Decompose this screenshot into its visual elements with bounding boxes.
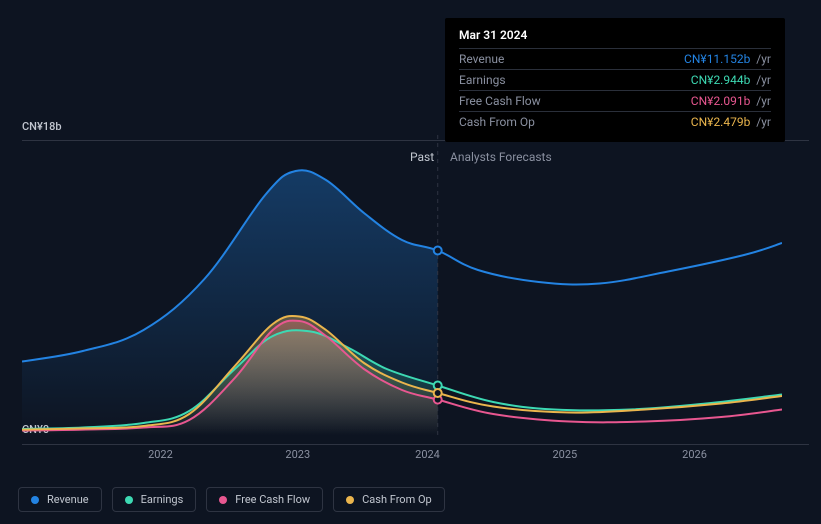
y-axis-max-label: CN¥18b bbox=[22, 120, 62, 133]
x-axis-tick-label: 2022 bbox=[148, 448, 173, 461]
x-axis-tick-label: 2024 bbox=[415, 448, 440, 461]
legend-dot-icon bbox=[346, 496, 354, 504]
legend-dot-icon bbox=[125, 496, 133, 504]
x-axis-tick-label: 2026 bbox=[682, 448, 707, 461]
tooltip-row-label: Cash From Op bbox=[459, 115, 535, 129]
legend-item-label: Revenue bbox=[47, 493, 89, 506]
line-chart-svg bbox=[22, 135, 782, 435]
series-marker bbox=[434, 247, 442, 255]
grid-line-bottom bbox=[22, 444, 809, 445]
tooltip-row: Cash From Op CN¥2.479b /yr bbox=[459, 111, 771, 132]
tooltip-row-value: CN¥2.944b /yr bbox=[691, 73, 771, 87]
tooltip-row: Revenue CN¥11.152b /yr bbox=[459, 48, 771, 69]
x-axis-tick-label: 2025 bbox=[552, 448, 577, 461]
legend-item-label: Cash From Op bbox=[362, 493, 432, 506]
x-axis-tick-label: 2023 bbox=[285, 448, 310, 461]
series-marker bbox=[434, 389, 442, 397]
legend-item-label: Earnings bbox=[141, 493, 184, 506]
legend-dot-icon bbox=[219, 496, 227, 504]
tooltip-date: Mar 31 2024 bbox=[459, 28, 771, 48]
tooltip-row-label: Earnings bbox=[459, 73, 506, 87]
tooltip-rows: Revenue CN¥11.152b /yr Earnings CN¥2.944b /… bbox=[459, 48, 771, 132]
chart-legend: Revenue Earnings Free Cash Flow Cash From O… bbox=[18, 487, 445, 512]
legend-item[interactable]: Cash From Op bbox=[333, 487, 445, 512]
legend-item[interactable]: Free Cash Flow bbox=[206, 487, 323, 512]
legend-item-label: Free Cash Flow bbox=[235, 493, 310, 506]
legend-item[interactable]: Revenue bbox=[18, 487, 102, 512]
chart-tooltip: Mar 31 2024 Revenue CN¥11.152b /yr Earning… bbox=[445, 18, 785, 142]
tooltip-row-label: Revenue bbox=[459, 52, 504, 66]
tooltip-row-value: CN¥2.091b /yr bbox=[691, 94, 771, 108]
legend-dot-icon bbox=[31, 496, 39, 504]
tooltip-row-value: CN¥2.479b /yr bbox=[691, 115, 771, 129]
legend-item[interactable]: Earnings bbox=[112, 487, 197, 512]
tooltip-row-label: Free Cash Flow bbox=[459, 94, 541, 108]
tooltip-row-value: CN¥11.152b /yr bbox=[684, 52, 771, 66]
chart-area[interactable] bbox=[22, 135, 809, 435]
tooltip-row: Earnings CN¥2.944b /yr bbox=[459, 69, 771, 90]
tooltip-row: Free Cash Flow CN¥2.091b /yr bbox=[459, 90, 771, 111]
